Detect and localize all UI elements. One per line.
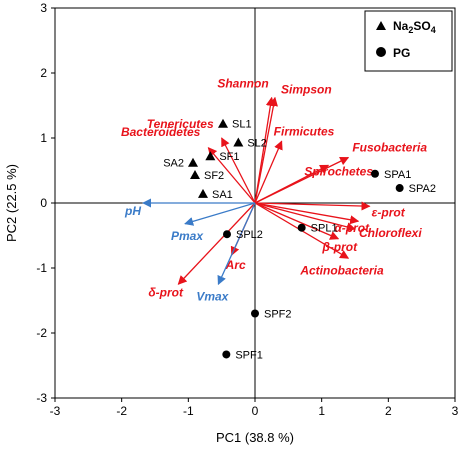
point-marker-spa2	[395, 184, 404, 193]
point-marker-sf1	[205, 151, 216, 161]
point-label-spl1: SPL1	[311, 223, 338, 235]
vector-arrow-prot	[177, 202, 256, 285]
legend-label-na2so4: Na2SO4	[393, 19, 436, 35]
vector-label-simpson: Simpson	[281, 83, 332, 97]
point-label-spa1: SPA1	[384, 169, 411, 181]
vector-arrow-tenericutes	[221, 137, 256, 204]
point-label-spl2: SPL2	[236, 229, 263, 241]
point-label-sf1: SF1	[219, 151, 239, 163]
point-label-spa2: SPA2	[409, 183, 436, 195]
vector-arrow-spirochetes	[254, 164, 330, 204]
point-marker-spa1	[371, 169, 379, 178]
y-tick-label: -1	[36, 261, 47, 275]
point-marker-sf2	[190, 170, 200, 180]
point-marker-sa2	[188, 157, 198, 167]
x-tick-label: -3	[50, 404, 61, 418]
point-label-spf2: SPF2	[264, 309, 292, 321]
point-label-sa2: SA2	[163, 158, 184, 170]
point-marker-sl2	[233, 137, 244, 147]
x-axis-title: PC1 (38.8 %)	[216, 430, 294, 445]
y-tick-label: 2	[40, 66, 47, 80]
vector-arrow-firmicutes	[254, 140, 283, 204]
point-label-sf2: SF2	[204, 170, 224, 182]
vector-label-tenericutes: Tenericutes	[147, 117, 214, 131]
vector-label-prot: ε-prot	[372, 205, 406, 219]
x-tick-label: 0	[252, 404, 259, 418]
x-tick-label: 1	[318, 404, 325, 418]
vector-arrow-chloroflexi	[254, 202, 356, 232]
vector-label-pmax: Pmax	[171, 229, 204, 243]
point-marker-sl1	[218, 118, 228, 128]
axes: -3 -2 -1 0 1 2 3 -3 -2 -1 0 1 2 3	[36, 1, 458, 418]
vector-label-fusobacteria: Fusobacteria	[352, 141, 427, 155]
legend-box	[364, 10, 453, 72]
y-tick-label: -2	[36, 326, 47, 340]
point-marker-spf1	[222, 350, 231, 359]
vector-label-firmicutes: Firmicutes	[274, 124, 335, 138]
vector-label-ph: pH	[124, 204, 141, 218]
vector-arrow-pmax	[184, 202, 256, 226]
legend: Na2SO4 PG	[364, 10, 453, 72]
vector-label-spirochetes: Spirochetes	[304, 164, 373, 178]
legend-marker-triangle	[376, 21, 386, 30]
point-label-sl1: SL1	[232, 119, 252, 131]
vector-label-vmax: Vmax	[196, 289, 229, 303]
x-tick-label: 3	[452, 404, 459, 418]
y-tick-label: -3	[36, 391, 47, 405]
x-tick-label: 2	[385, 404, 392, 418]
legend-marker-circle	[376, 47, 386, 57]
point-label-sa1: SA1	[212, 189, 233, 201]
y-tick-label: 0	[40, 196, 47, 210]
vector-label-chloroflexi: Chloroflexi	[359, 226, 422, 240]
y-tick-label: 3	[40, 1, 47, 15]
vector-arrow-bacteroidetes	[207, 147, 256, 204]
point-marker-sa1	[198, 188, 208, 198]
point-label-sl2: SL2	[247, 138, 267, 150]
vector-label-prot: β-prot	[321, 240, 358, 254]
vector-arrow-simpson	[254, 96, 278, 204]
x-tick-label: -2	[116, 404, 127, 418]
vector-label-bacteroidetes: Bacteroidetes	[121, 125, 201, 139]
point-marker-spl1	[297, 223, 306, 232]
vector-label-shannon: Shannon	[217, 77, 268, 91]
point-marker-spl2	[223, 230, 231, 239]
vector-arrow-prot	[254, 202, 340, 240]
vector-arrow-prot	[254, 201, 371, 211]
vector-label-actinobacteria: Actinobacteria	[299, 263, 384, 277]
x-tick-label: -1	[183, 404, 194, 418]
y-tick-label: 1	[40, 131, 47, 145]
point-label-spf1: SPF1	[235, 349, 263, 361]
vector-arrow-vmax	[217, 202, 256, 286]
legend-label-pg: PG	[393, 46, 410, 60]
vector-label-prot: δ-prot	[148, 285, 184, 299]
y-axis-title: PC2 (22.5 %)	[4, 164, 19, 242]
vector-arrow-prot	[254, 202, 360, 225]
vector-label-arc: Arc	[225, 258, 246, 272]
points: SL1 SL2 SF1 SA2 SF2 SA1 SPA1 SPA2 SPL1 SPL2 SPF2 SP…	[163, 118, 436, 361]
point-marker-spf2	[251, 309, 259, 318]
